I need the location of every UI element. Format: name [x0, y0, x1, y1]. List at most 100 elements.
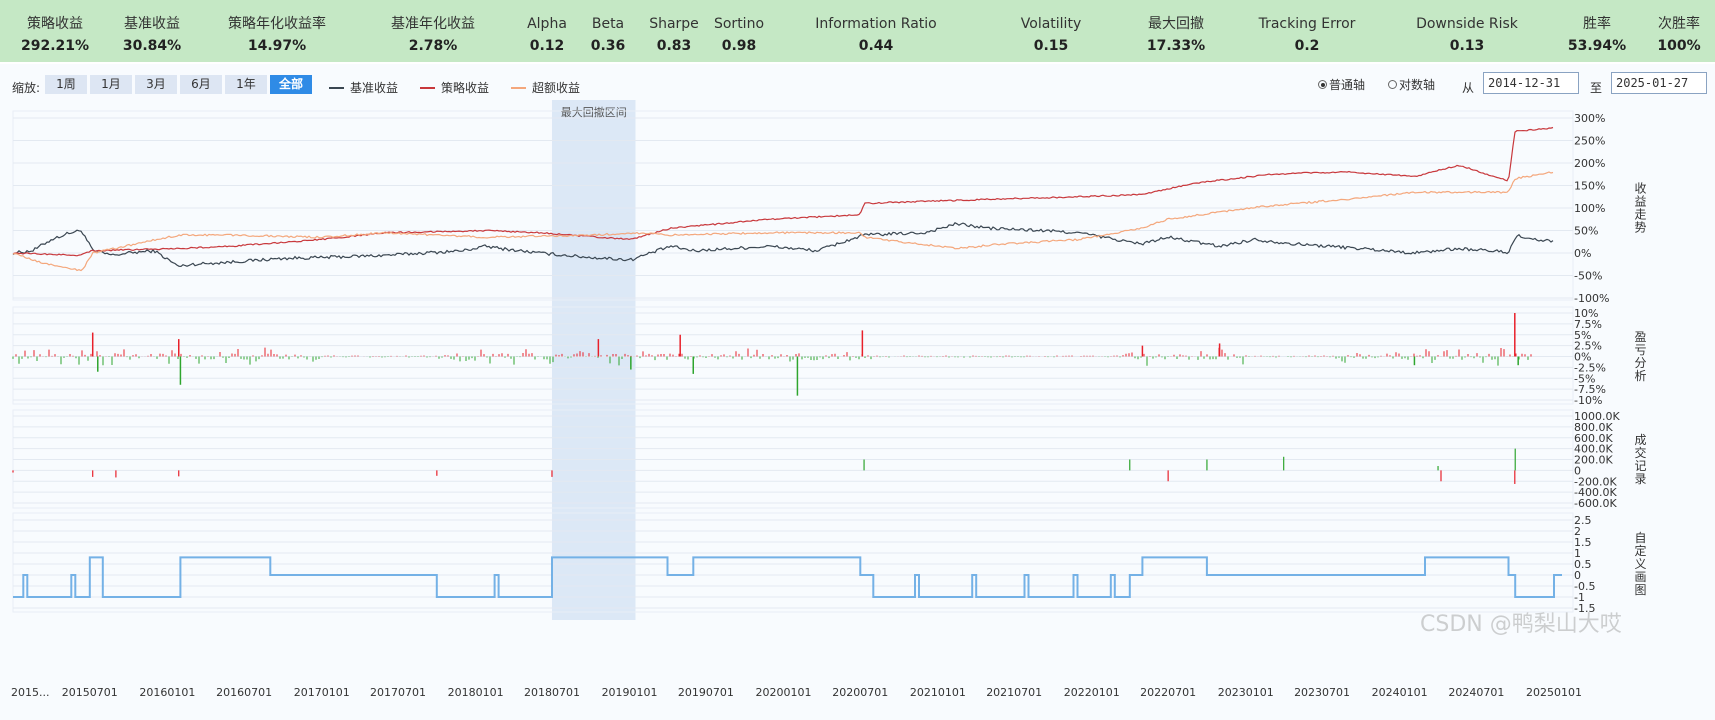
x-tick-label: 20240101 [1372, 686, 1428, 699]
zoom-button-0[interactable]: 1周 [45, 75, 87, 94]
metric-4: Alpha 0.12 [527, 0, 567, 62]
legend-item-0[interactable]: 基准收益 [329, 79, 398, 96]
chart-area[interactable]: 最大回撤区间 300% 250% 200% 150% 100% 50% 0% -50% -1 0 0%… [0, 64, 1715, 720]
to-label: 至 [1590, 81, 1603, 95]
drawdown-annotation: 最大回撤区间 [561, 105, 627, 119]
axis-normal-label: 普通轴 [1329, 78, 1366, 92]
metric-10: 最大回撤 17.33% [1147, 0, 1205, 62]
legend-item-1[interactable]: 策略收益 [420, 79, 489, 96]
y-tick-label: -10% [1574, 394, 1602, 407]
x-tick-label: 20170101 [294, 686, 350, 699]
metric-value: 0.2 [1294, 38, 1320, 54]
metric-value: 14.97% [247, 38, 307, 54]
y-tick-label: 200% [1574, 157, 1605, 170]
x-tick-label: 20210701 [986, 686, 1042, 699]
zoom-button-3[interactable]: 6月 [180, 75, 222, 94]
y-axis-title: 盈亏分析 [1633, 331, 1647, 383]
plot-background [13, 100, 1573, 620]
metric-label: 基准年化收益 [391, 16, 475, 32]
from-label: 从 [1462, 81, 1475, 95]
metric-label: 次胜率 [1657, 16, 1700, 32]
metric-13: 胜率 53.94% [1568, 0, 1626, 62]
y-tick-label: -1.5 [1574, 602, 1595, 615]
x-tick-label: 20190101 [602, 686, 658, 699]
y-tick-label: -1 [1574, 591, 1585, 604]
y-tick-label: 0% [1574, 351, 1591, 364]
y-tick-label: 0.5 [1574, 558, 1592, 571]
metric-2: 策略年化收益率 14.97% [228, 0, 326, 62]
zoom-button-1[interactable]: 1月 [90, 75, 132, 94]
metric-label: Volatility [1020, 16, 1082, 32]
y-tick-label: -0.5 [1574, 580, 1595, 593]
metric-label: 最大回撤 [1148, 16, 1204, 32]
y-tick-label: -400.0K [1574, 486, 1617, 499]
y-tick-label: 800.0K [1574, 421, 1613, 434]
y-tick-label: 150% [1574, 180, 1605, 193]
drawdown-shade [551, 100, 636, 620]
metric-value: 30.84% [122, 38, 182, 54]
metric-label: Sortino [713, 16, 765, 32]
y-tick-label: 100% [1574, 202, 1605, 215]
y-tick-label: -7.5% [1574, 383, 1606, 396]
radio-selected-icon [1318, 80, 1327, 89]
from-date-input[interactable] [1483, 72, 1579, 94]
metric-value: 292.21% [20, 38, 90, 54]
y-axis-title: 自定义画图 [1633, 531, 1647, 596]
metric-label: Alpha [527, 16, 567, 32]
metric-value: 17.33% [1146, 38, 1206, 54]
y-axis-title: 成交记录 [1633, 433, 1647, 485]
zoom-button-5[interactable]: 全部 [270, 75, 312, 94]
metric-14: 次胜率 100% [1657, 0, 1700, 62]
metric-value: 0.13 [1449, 38, 1485, 54]
metric-label: Tracking Error [1258, 16, 1356, 32]
metric-label: Information Ratio [815, 16, 937, 32]
y-tick-label: 250% [1574, 135, 1605, 148]
series-line-1 [12, 126, 1554, 257]
y-tick-label: 50% [1574, 225, 1598, 238]
metric-6: Sharpe 0.83 [649, 0, 699, 62]
to-date-input[interactable] [1611, 72, 1707, 94]
zoom-button-4[interactable]: 1年 [225, 75, 267, 94]
y-tick-label: -200.0K [1574, 475, 1617, 488]
zoom-button-2[interactable]: 3月 [135, 75, 177, 94]
x-tick-label: 20230101 [1218, 686, 1274, 699]
chart-panel: 缩放: 1周 1月 3月 6月 1年 全部 基准收益 策略收益 超额收益 普通轴 对数轴 从 … [0, 64, 1715, 720]
metric-value: 0.12 [529, 38, 565, 54]
x-tick-label: 20160101 [139, 686, 195, 699]
y-tick-label: 300% [1574, 112, 1605, 125]
y-tick-label: 400.0K [1574, 443, 1613, 456]
y-tick-label: 7.5% [1574, 318, 1602, 331]
x-tick-label: 20220701 [1140, 686, 1196, 699]
y-tick-label: -2.5% [1574, 361, 1606, 374]
y-tick-label: -50% [1574, 270, 1602, 283]
y-tick-label: 0% [1574, 247, 1591, 260]
metric-label: 基准收益 [124, 16, 180, 32]
y-tick-label: 10% [1574, 307, 1598, 320]
y-tick-label: -5% [1574, 372, 1595, 385]
metric-3: 基准年化收益 2.78% [391, 0, 475, 62]
y-tick-label: 1 [1574, 547, 1581, 560]
metric-1: 基准收益 30.84% [123, 0, 181, 62]
metric-label: 胜率 [1583, 16, 1611, 32]
metric-12: Downside Risk 0.13 [1416, 0, 1518, 62]
y-tick-label: 600.0K [1574, 432, 1613, 445]
y-tick-label: 1000.0K [1574, 410, 1620, 423]
legend-item-2[interactable]: 超额收益 [511, 79, 580, 96]
y-tick-label: 2.5 [1574, 514, 1592, 527]
x-tick-label: 20160701 [216, 686, 272, 699]
x-tick-label: 2015... [11, 686, 49, 699]
legend-swatch [329, 86, 344, 89]
x-tick-label: 20170701 [370, 686, 426, 699]
metrics-bar: 策略收益 292.21% 基准收益 30.84% 策略年化收益率 14.97% 基准年化收益… [0, 0, 1715, 62]
axis-log-radio[interactable]: 对数轴 [1388, 76, 1435, 93]
metric-7: Sortino 0.98 [714, 0, 764, 62]
x-tick-label: 20220101 [1064, 686, 1120, 699]
metric-label: Beta [591, 16, 625, 32]
legend-label: 基准收益 [350, 81, 399, 95]
metric-label: Downside Risk [1416, 16, 1518, 32]
y-tick-label: 0 [1574, 464, 1581, 477]
axis-normal-radio[interactable]: 普通轴 [1318, 76, 1365, 93]
metric-value: 53.94% [1567, 38, 1627, 54]
y-tick-label: 0 [1574, 569, 1581, 582]
metric-label: 策略收益 [27, 16, 83, 32]
